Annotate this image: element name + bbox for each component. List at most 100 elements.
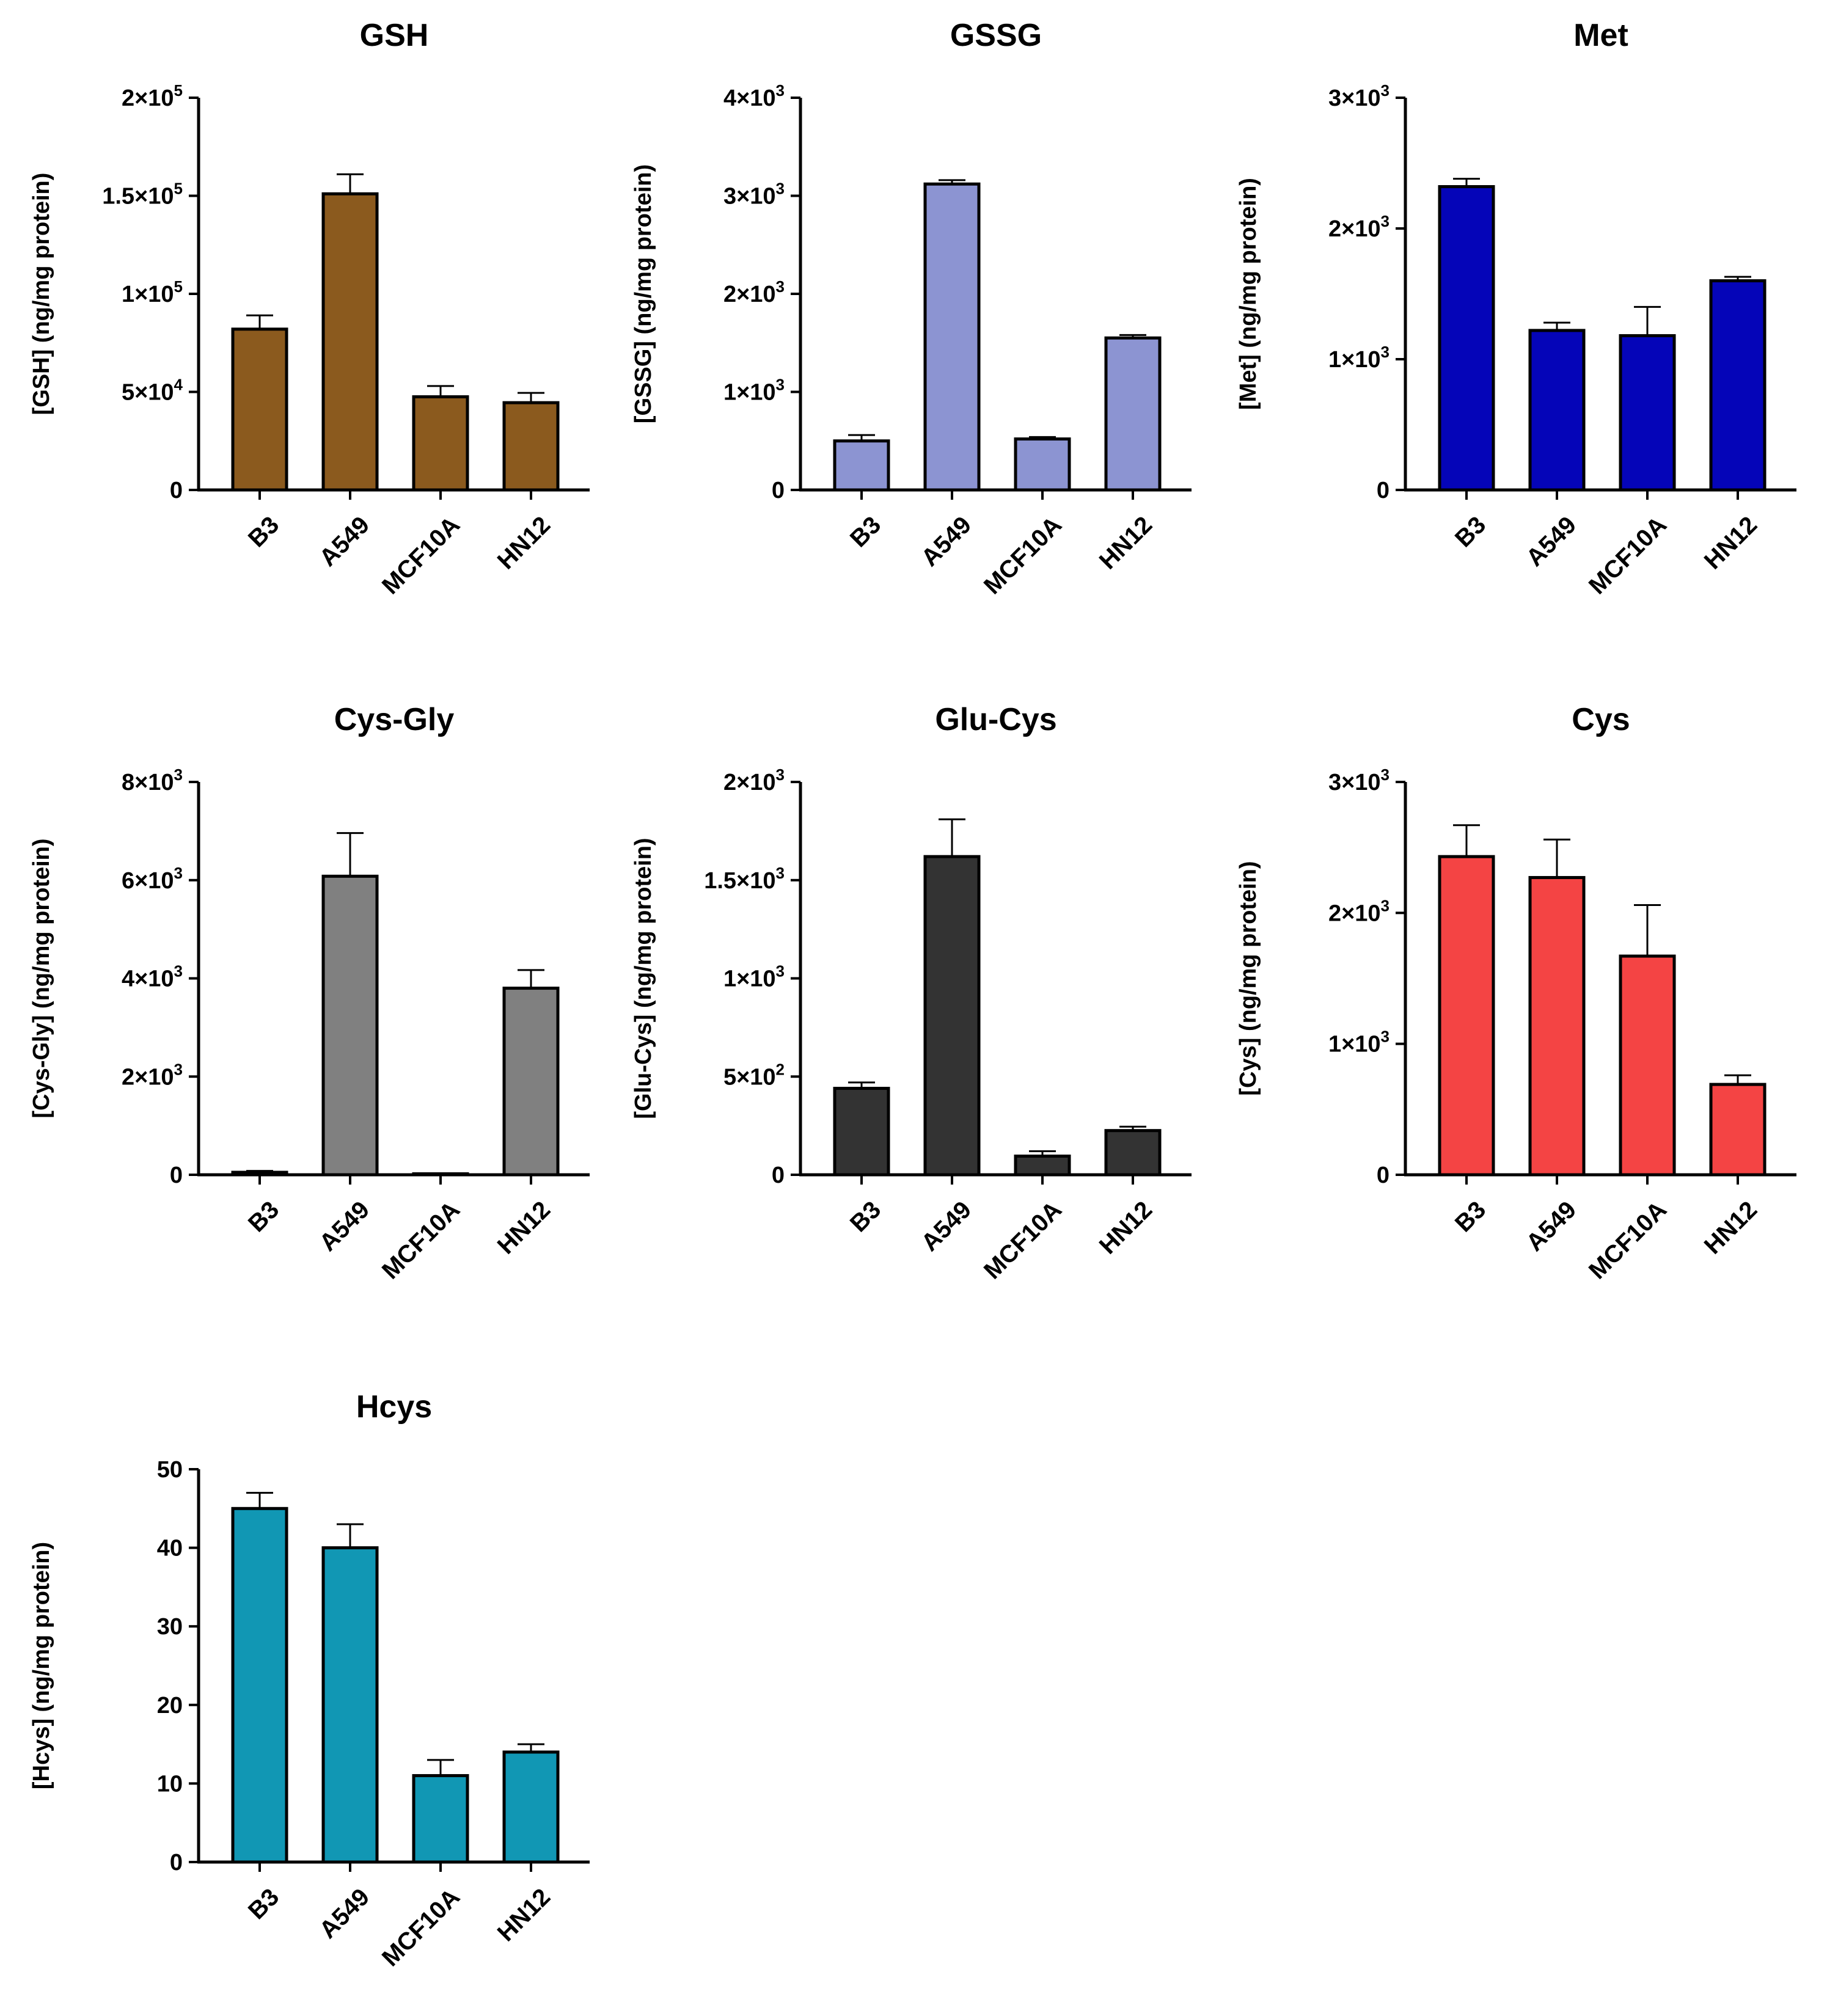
y-axis-label: [Glu-Cys] (ng/mg protein) [631, 838, 656, 1119]
y-tick-label-exponent: 3 [174, 962, 183, 981]
y-tick-label-base: 2×10 [1328, 900, 1381, 926]
y-tick-label-exponent: 3 [776, 864, 785, 882]
y-tick-label-exponent: 3 [174, 864, 183, 882]
y-tick-label: 0 [1377, 478, 1389, 503]
bar-mcf10a [1619, 954, 1676, 1177]
y-tick-label-base: 0 [170, 478, 183, 503]
y-tick-label-base: 0 [170, 1163, 183, 1188]
y-tick-label-base: 3×10 [1328, 770, 1381, 795]
bar-a549 [321, 192, 379, 492]
y-tick-label: 30 [157, 1614, 183, 1640]
y-axis-label: [Cys-Gly] (ng/mg protein) [29, 838, 54, 1118]
y-tick-label-base: 0 [170, 1850, 183, 1875]
y-tick-label: 10 [157, 1771, 183, 1797]
y-axis-label: [Cys] (ng/mg protein) [1236, 861, 1261, 1095]
y-tick-label-base: 20 [157, 1693, 183, 1718]
y-tick-label-base: 0 [772, 478, 785, 503]
x-tick-label: MCF10A [979, 1196, 1067, 1284]
y-tick-label: 4×103 [723, 81, 785, 111]
x-tick-label: HN12 [1699, 1196, 1762, 1259]
x-tick-label: MCF10A [979, 511, 1067, 599]
bar-hn12 [1104, 336, 1162, 492]
x-tick-label: B3 [243, 1196, 284, 1237]
chart-title: Met [1573, 18, 1628, 53]
y-tick-label-base: 3×10 [1328, 86, 1381, 111]
y-tick-label-base: 1.5×10 [102, 184, 174, 210]
x-tick-label: HN12 [492, 511, 555, 574]
bar-hn12 [1709, 279, 1767, 492]
y-tick-label-exponent: 3 [776, 765, 785, 784]
y-tick-label: 5×104 [122, 376, 183, 406]
y-tick-label-base: 0 [772, 1163, 785, 1188]
chart-title: GSSG [950, 18, 1042, 53]
x-tick-label: MCF10A [1584, 1196, 1672, 1284]
y-tick-label: 1×103 [1328, 1028, 1389, 1057]
x-tick-label: A549 [1521, 511, 1581, 572]
bar-a549 [321, 874, 379, 1177]
y-tick-label-exponent: 2 [776, 1060, 785, 1078]
x-tick-label: HN12 [1699, 511, 1762, 574]
x-tick-label: A549 [314, 1883, 375, 1944]
y-tick-label-exponent: 3 [174, 1060, 183, 1078]
y-tick-label: 0 [170, 1850, 183, 1875]
bar-b3 [1438, 855, 1495, 1177]
y-tick-label-exponent: 5 [174, 81, 183, 100]
y-tick-label-exponent: 3 [776, 962, 785, 981]
y-tick-label: 2×103 [1328, 896, 1389, 926]
bar-a549 [923, 855, 981, 1177]
y-tick-label: 1×103 [723, 376, 785, 406]
y-tick-label: 1.5×105 [102, 180, 183, 210]
y-tick-label-base: 4×10 [122, 966, 174, 992]
x-tick-label: HN12 [1094, 511, 1157, 574]
x-tick-label: A549 [314, 1196, 375, 1257]
bar-b3 [231, 327, 288, 492]
bar-mcf10a [1014, 1154, 1071, 1177]
bar-mcf10a [1014, 437, 1071, 492]
bar-mcf10a [1619, 334, 1676, 492]
y-tick-label: 40 [157, 1536, 183, 1561]
bar-b3 [833, 1087, 890, 1177]
y-tick-label-base: 4×10 [723, 86, 776, 111]
y-tick-label-base: 2×10 [122, 86, 174, 111]
y-tick-label: 20 [157, 1693, 183, 1718]
y-tick-label: 4×103 [122, 962, 183, 992]
bar-b3 [231, 1171, 288, 1177]
bar-b3 [833, 439, 890, 492]
chart-title: Cys [1572, 702, 1630, 737]
y-tick-label-base: 0 [1377, 1163, 1389, 1188]
y-tick-label-exponent: 5 [174, 277, 183, 296]
y-tick-label-exponent: 3 [776, 376, 785, 394]
y-tick-label: 5×102 [723, 1060, 785, 1090]
x-tick-label: MCF10A [377, 1883, 465, 1971]
y-tick-label-base: 2×10 [122, 1064, 174, 1090]
bar-a549 [321, 1546, 379, 1864]
chart-title: Hcys [356, 1389, 432, 1425]
y-tick-label-exponent: 3 [1381, 212, 1389, 230]
y-tick-label: 0 [1377, 1163, 1389, 1188]
y-tick-label-base: 1.5×10 [704, 868, 775, 894]
bar-hn12 [502, 987, 560, 1177]
chart-title: Cys-Gly [334, 702, 455, 737]
y-tick-label-base: 1×10 [723, 380, 776, 406]
x-tick-label: MCF10A [377, 511, 465, 599]
y-tick-label-exponent: 5 [174, 180, 183, 198]
y-tick-label-base: 40 [157, 1536, 183, 1561]
y-tick-label-base: 1×10 [122, 282, 174, 307]
y-tick-label-exponent: 4 [174, 376, 183, 394]
x-tick-label: B3 [845, 1196, 886, 1237]
bar-hn12 [1104, 1129, 1162, 1177]
x-tick-label: HN12 [492, 1196, 555, 1259]
bar-hn12 [1709, 1083, 1767, 1177]
y-tick-label-base: 5×10 [723, 1064, 776, 1090]
x-tick-label: HN12 [492, 1883, 555, 1946]
y-axis-label: [Hcys] (ng/mg protein) [29, 1542, 54, 1789]
bar-a549 [923, 182, 981, 492]
y-tick-label-exponent: 3 [1381, 343, 1389, 361]
y-tick-label: 0 [170, 478, 183, 503]
y-tick-label: 6×103 [122, 864, 183, 894]
y-tick-label-base: 30 [157, 1614, 183, 1640]
bar-mcf10a [412, 1774, 469, 1864]
